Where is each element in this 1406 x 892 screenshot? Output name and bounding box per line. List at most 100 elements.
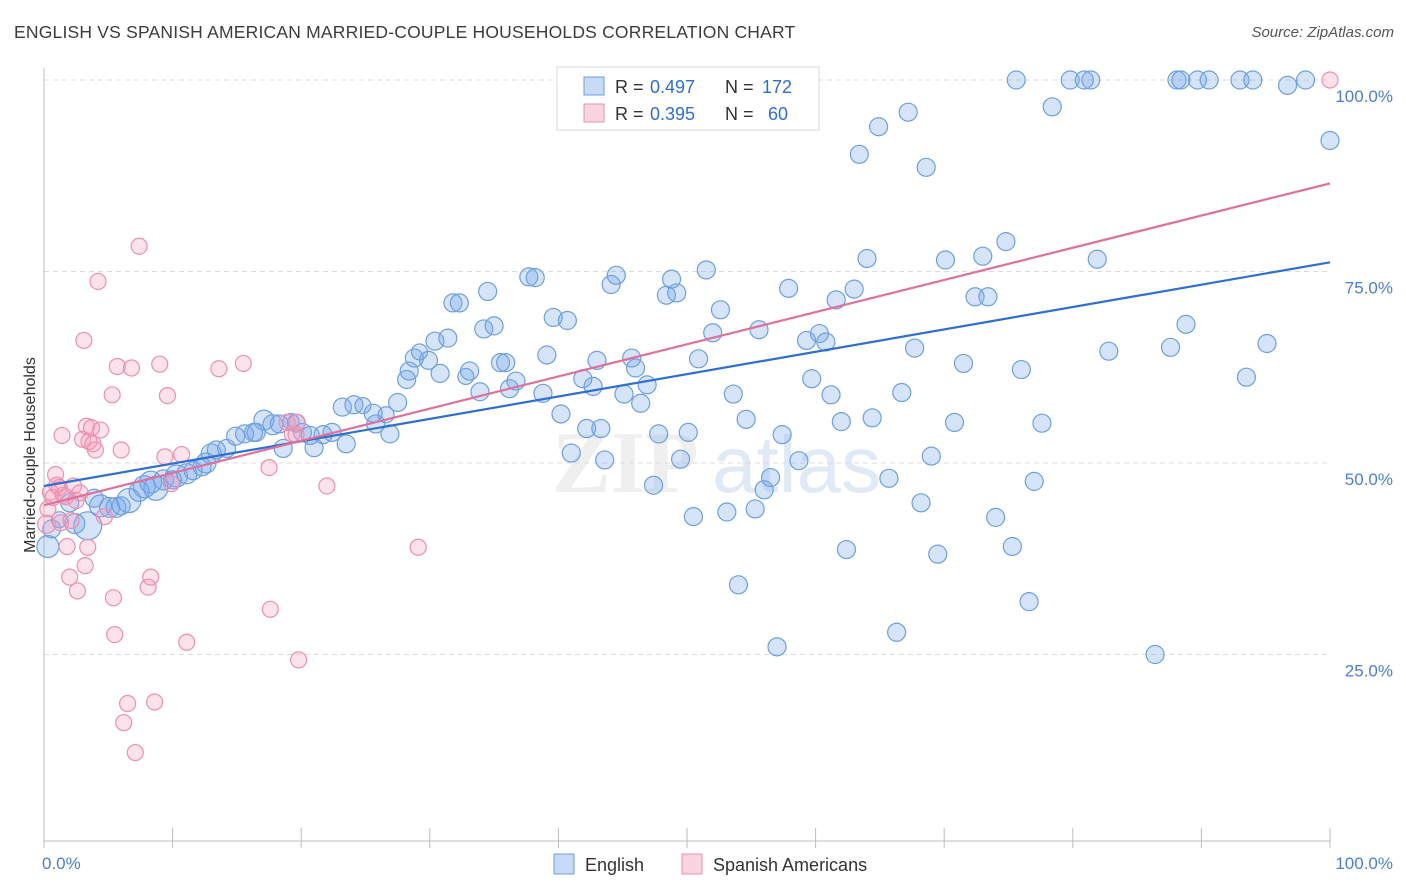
english-point xyxy=(892,382,912,403)
series-legend-english[interactable]: English xyxy=(553,853,644,875)
spanish-point xyxy=(52,514,70,532)
english-point xyxy=(670,449,691,469)
english-point xyxy=(821,385,841,405)
series-swatch-spanish xyxy=(681,853,703,875)
english-point xyxy=(1074,70,1094,90)
english-point xyxy=(1295,70,1316,90)
spanish-point xyxy=(36,514,57,534)
chart-title: ENGLISH VS SPANISH AMERICAN MARRIED-COUP… xyxy=(14,22,796,42)
english-point xyxy=(1060,70,1080,90)
spanish-point xyxy=(178,633,196,651)
spanish-point xyxy=(145,693,164,711)
english-point xyxy=(430,363,450,383)
spanish-point xyxy=(1321,71,1339,89)
legend-n-value-english: 172 xyxy=(762,77,792,97)
english-point xyxy=(1087,249,1107,269)
spanish-point xyxy=(142,568,160,586)
english-point xyxy=(577,418,597,439)
series-legend-spanish[interactable]: Spanish Americans xyxy=(681,853,867,875)
english-point xyxy=(898,102,918,122)
english-point xyxy=(710,300,731,320)
english-point xyxy=(601,274,621,295)
english-point xyxy=(696,260,716,280)
y-tick-label: 25.0% xyxy=(1345,662,1393,681)
english-point xyxy=(344,395,364,415)
english-point xyxy=(802,369,822,389)
spanish-point xyxy=(61,568,79,586)
series-legend: English Spanish Americans xyxy=(553,853,867,875)
english-point xyxy=(438,328,458,348)
legend-swatch-spanish xyxy=(583,103,605,123)
english-point xyxy=(789,451,809,471)
english-point xyxy=(336,434,356,454)
english-point xyxy=(1257,333,1277,354)
english-point xyxy=(525,268,545,288)
english-point xyxy=(1006,70,1026,90)
spanish-point xyxy=(158,386,177,405)
english-point xyxy=(826,290,846,310)
spanish-point xyxy=(68,582,87,600)
y-tick-label: 100.0% xyxy=(1335,87,1393,106)
spanish-point xyxy=(288,413,306,432)
english-point xyxy=(760,467,781,488)
english-point xyxy=(667,283,687,303)
english-point xyxy=(728,575,749,595)
spanish-point xyxy=(108,357,126,376)
legend-n-label-english: N = xyxy=(725,77,754,97)
english-point xyxy=(767,637,787,657)
y-axis-title: Married-couple Households xyxy=(22,357,39,553)
legend-r-value-english: 0.497 xyxy=(650,77,695,97)
spanish-point xyxy=(130,237,148,255)
english-point xyxy=(643,475,664,495)
english-point xyxy=(1099,341,1119,361)
spanish-point xyxy=(75,331,93,350)
english-point xyxy=(717,502,737,522)
english-point xyxy=(36,534,60,559)
english-trendline xyxy=(43,261,1331,488)
spanish-point xyxy=(139,578,157,596)
english-point xyxy=(831,412,851,432)
spanish-point xyxy=(290,651,308,669)
spanish-point xyxy=(210,360,228,378)
english-point xyxy=(1145,644,1165,665)
english-point xyxy=(754,480,774,500)
legend-r-label-english: R = xyxy=(615,77,644,97)
english-point xyxy=(688,349,709,369)
spanish-point xyxy=(62,511,80,530)
english-point xyxy=(928,544,948,564)
english-point xyxy=(953,353,974,374)
stats-legend: R = 0.497 N = 172 R = 0.395 N = 60 xyxy=(556,66,820,131)
english-point xyxy=(418,350,439,370)
english-point xyxy=(1002,536,1022,557)
english-point xyxy=(1277,75,1298,95)
english-point xyxy=(1081,70,1101,90)
english-point xyxy=(778,278,799,298)
english-point xyxy=(849,144,869,164)
english-point xyxy=(678,422,698,442)
english-point xyxy=(537,345,557,365)
english-point xyxy=(1160,337,1181,357)
spanish-point xyxy=(156,448,174,466)
english-point xyxy=(551,404,571,424)
english-point xyxy=(935,250,956,270)
y-tick-label: 75.0% xyxy=(1345,279,1393,298)
spanish-point xyxy=(118,694,137,713)
english-point xyxy=(583,376,603,396)
y-tick-label: 50.0% xyxy=(1345,470,1393,489)
english-point xyxy=(683,507,704,527)
english-point xyxy=(1171,70,1191,90)
spanish-point xyxy=(261,600,279,618)
english-point xyxy=(973,246,993,266)
english-point xyxy=(631,393,651,413)
english-point xyxy=(595,450,615,470)
english-point xyxy=(519,267,539,287)
spanish-point xyxy=(91,421,110,439)
spanish-point xyxy=(162,475,180,493)
english-point xyxy=(1019,592,1039,612)
english-point xyxy=(723,384,743,404)
english-point xyxy=(869,117,889,137)
english-point xyxy=(1024,471,1044,491)
x-ticks xyxy=(43,828,1331,848)
chart-source: Source: ZipAtlas.com xyxy=(1251,24,1394,41)
